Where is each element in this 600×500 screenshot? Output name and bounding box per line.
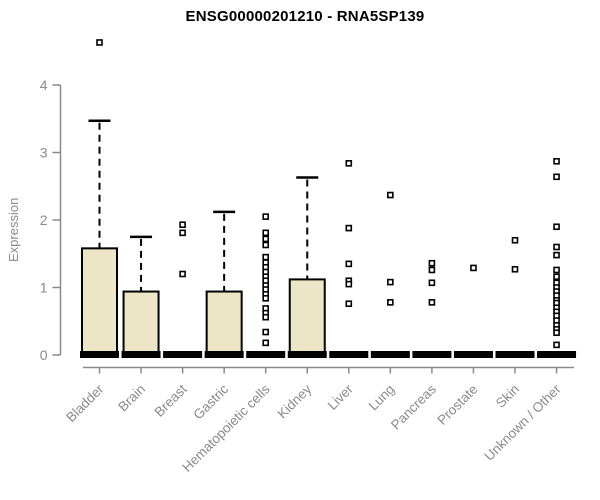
outlier-point [96, 39, 103, 46]
x-category-label: Breast [152, 381, 190, 419]
y-tick-label: 1 [40, 280, 48, 296]
outlier-point [553, 341, 560, 349]
x-category-label: Skin [493, 382, 522, 411]
outlier-point [262, 328, 270, 336]
x-category-label: Liver [325, 381, 357, 413]
median-bar [121, 351, 161, 358]
median-bar [163, 351, 203, 358]
outlier-point [179, 229, 186, 237]
x-category-label: Kidney [275, 381, 315, 421]
outlier-point [262, 241, 270, 249]
outlier-point [470, 264, 477, 272]
outlier-point [345, 300, 353, 308]
outlier-point [553, 329, 560, 337]
outlier-point [262, 229, 270, 237]
outlier-point [428, 299, 436, 306]
x-category-label: Pancreas [388, 381, 439, 432]
outlier-point [262, 213, 270, 220]
y-tick-label: 0 [40, 347, 48, 363]
x-category-label: Bladder [63, 381, 107, 425]
outlier-point [553, 251, 560, 259]
x-category-label: Unknown / Other [481, 381, 564, 464]
outlier-point [387, 191, 394, 199]
x-category-label: Lung [366, 382, 398, 414]
outlier-point [345, 260, 353, 268]
median-bar [412, 351, 452, 358]
chart-title: ENSG00000201210 - RNA5SP139 [185, 8, 425, 25]
y-axis-title: Expression [6, 197, 21, 262]
outlier-point [262, 235, 270, 243]
median-bar [370, 351, 410, 358]
outlier-point [553, 173, 560, 181]
x-category-label: Gastric [190, 381, 231, 422]
median-bar [495, 351, 535, 358]
box-iqr [205, 290, 243, 356]
outlier-point [262, 253, 270, 261]
box-iqr [288, 278, 326, 356]
outlier-point [387, 278, 394, 286]
median-bar [246, 351, 286, 358]
median-bar [537, 351, 577, 358]
outlier-point [553, 273, 560, 281]
x-category-label: Prostate [434, 382, 480, 428]
outlier-point [179, 221, 186, 229]
box-iqr [122, 290, 160, 356]
outlier-point [553, 157, 560, 165]
outlier-point [262, 313, 270, 321]
box-iqr [81, 247, 118, 357]
outlier-point [553, 243, 560, 251]
y-tick-label: 3 [40, 145, 48, 161]
outlier-point [345, 224, 353, 232]
outlier-point [179, 270, 186, 278]
outlier-point [511, 265, 519, 273]
outlier-point [387, 299, 394, 306]
outlier-point [262, 339, 270, 347]
y-tick-label: 4 [40, 77, 48, 93]
median-bar [204, 351, 244, 358]
outlier-point [511, 236, 519, 244]
median-bar [453, 351, 493, 358]
outlier-point [345, 280, 353, 288]
outlier-point [428, 259, 436, 267]
outlier-point [345, 160, 353, 167]
outlier-point [262, 294, 270, 302]
median-bar [80, 351, 119, 358]
outlier-point [553, 266, 560, 274]
y-tick-label: 2 [40, 212, 48, 228]
x-category-label: Brain [115, 382, 148, 415]
outlier-point [553, 223, 560, 231]
outlier-point [428, 279, 436, 287]
median-bar [287, 351, 327, 358]
outlier-point [428, 266, 436, 274]
median-bar [329, 351, 369, 358]
